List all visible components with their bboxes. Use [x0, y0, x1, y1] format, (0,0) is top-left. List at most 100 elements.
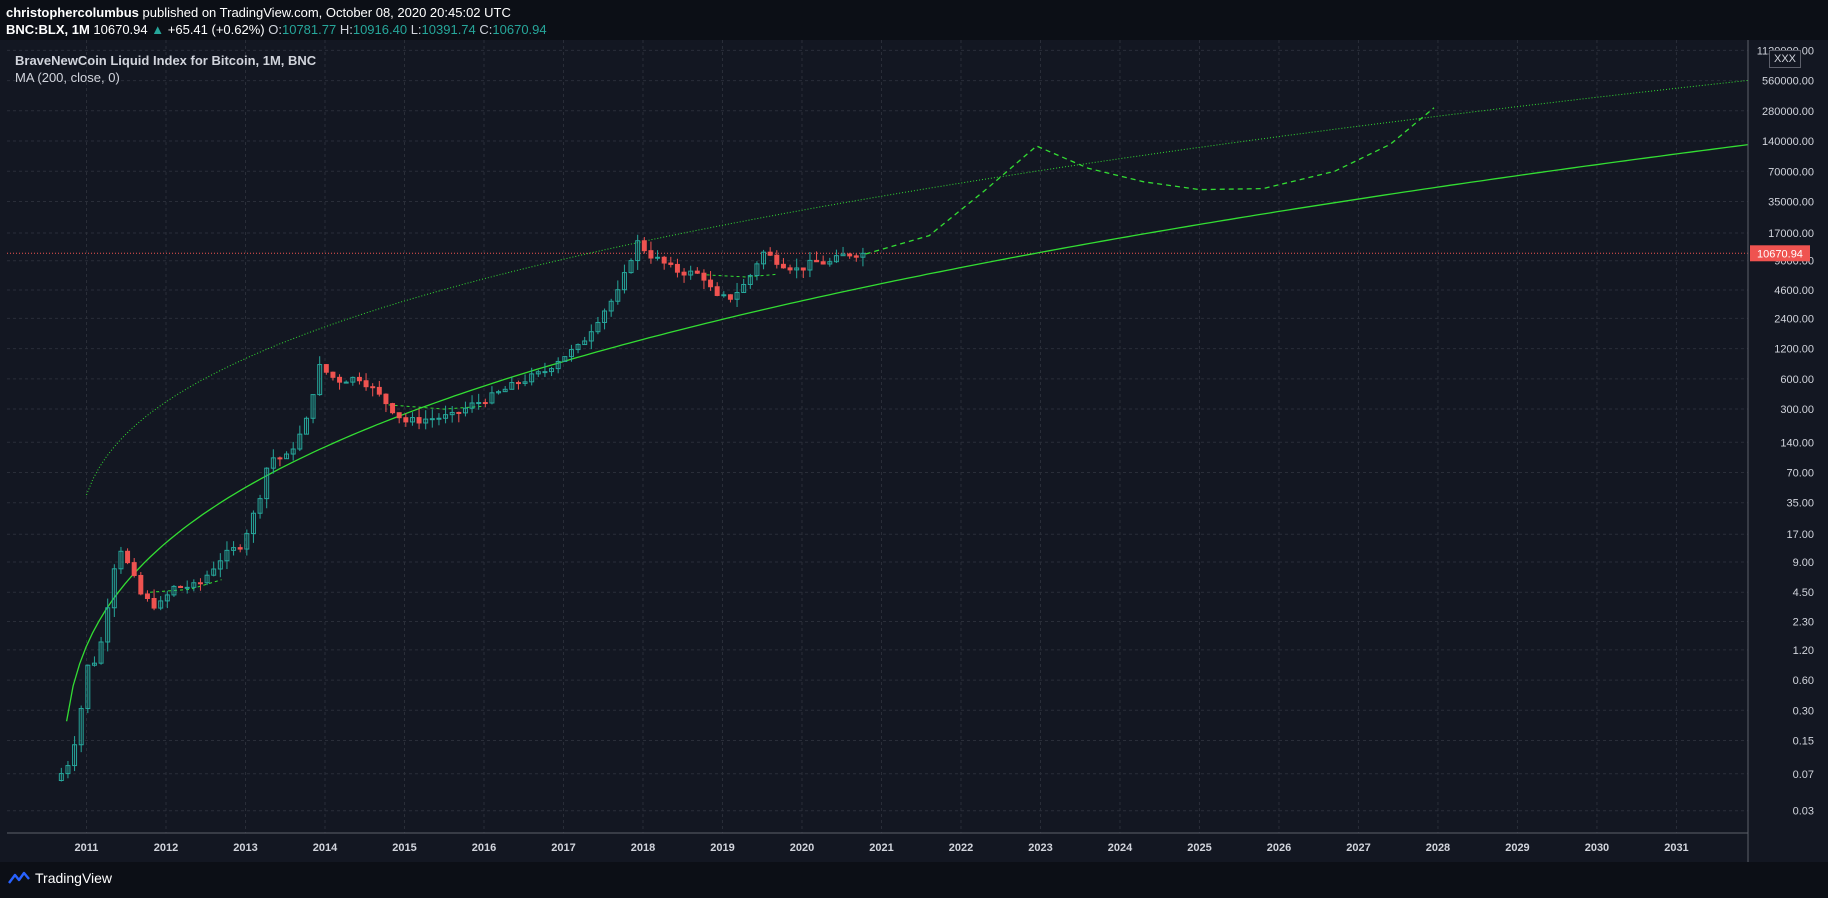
candle-body — [853, 255, 859, 258]
candle-body — [158, 600, 164, 609]
candle-body — [290, 448, 296, 455]
chart-canvas[interactable]: 0.03 0.07 0.15 0.30 0.60 1.20 2.30 4.50 9.00 17.0… — [0, 40, 1828, 862]
x-tick-label: 2015 — [392, 842, 416, 854]
y-tick-label: 35000.00 — [1768, 196, 1814, 208]
y-tick-label: 280000.00 — [1762, 106, 1814, 118]
candle-body — [436, 417, 442, 420]
high-label: H: — [339, 22, 353, 37]
y-tick-label: 140000.00 — [1762, 136, 1814, 148]
current-price-label: 10670.94 — [1757, 248, 1803, 260]
candle-body — [403, 417, 409, 423]
chart-legend[interactable]: BraveNewCoin Liquid Index for Bitcoin, 1… — [15, 52, 316, 86]
historical-cup — [150, 579, 222, 593]
candle-body — [780, 263, 786, 269]
candle-body — [641, 240, 647, 252]
candle-body — [515, 382, 521, 385]
candle-body — [602, 310, 608, 323]
author-name[interactable]: christophercolumbus — [6, 5, 139, 20]
y-tick-label: 0.03 — [1793, 806, 1814, 818]
candle-body — [721, 294, 727, 297]
scale-badge[interactable]: XXX — [1769, 50, 1801, 68]
candle-body — [469, 402, 475, 409]
candle-body — [522, 381, 528, 384]
candle-body — [833, 255, 839, 263]
y-tick-label: 2400.00 — [1774, 313, 1814, 325]
candle-body — [482, 402, 488, 405]
publish-info: christophercolumbus published on Trading… — [6, 5, 511, 20]
candle-body — [555, 360, 561, 370]
candle-body — [761, 251, 767, 265]
x-tick-label: 2012 — [154, 842, 178, 854]
y-tick-label: 300.00 — [1780, 404, 1814, 416]
symbol-label[interactable]: BNC:BLX, 1M — [6, 22, 90, 37]
grid — [7, 40, 1748, 833]
legend-indicator[interactable]: MA (200, close, 0) — [15, 70, 120, 85]
candle-body — [575, 344, 581, 351]
y-tick-label: 17000.00 — [1768, 228, 1814, 240]
x-tick-label: 2024 — [1108, 842, 1133, 854]
candle-body — [297, 433, 303, 450]
candle-body — [277, 457, 283, 460]
candle-body — [197, 582, 203, 585]
candle-body — [860, 252, 866, 258]
candle-body — [701, 272, 707, 281]
candle-body — [429, 418, 435, 421]
candle-body — [734, 291, 740, 300]
x-tick-label: 2025 — [1187, 842, 1211, 854]
candle-body — [323, 364, 329, 373]
candle-body — [350, 376, 356, 383]
candle-body — [807, 259, 813, 271]
x-tick-label: 2017 — [551, 842, 575, 854]
resistance-curve — [86, 79, 1749, 496]
candle-body — [151, 597, 157, 609]
candle-body — [138, 574, 144, 595]
candle-body — [363, 380, 369, 388]
candle-body — [635, 240, 641, 262]
candle-body — [615, 289, 621, 302]
candle-body — [125, 550, 131, 564]
ohlc-line: BNC:BLX, 1M 10670.94 ▲ +65.41 (+0.62%) O… — [6, 22, 547, 37]
historical-cup — [388, 404, 485, 410]
candle-body — [847, 253, 853, 257]
candle-body — [688, 270, 694, 276]
candle-body — [118, 550, 124, 570]
x-tick-label: 2018 — [631, 842, 655, 854]
y-tick-label: 70000.00 — [1768, 166, 1814, 178]
tradingview-brand[interactable]: TradingView — [8, 870, 112, 886]
candle-body — [741, 283, 747, 293]
candle-body — [827, 261, 833, 265]
candle-body — [502, 388, 508, 393]
candle-body — [840, 253, 846, 257]
candle-body — [787, 267, 793, 271]
candle-body — [65, 765, 71, 775]
candle-body — [383, 393, 389, 405]
candle-body — [529, 373, 535, 383]
candle-body — [674, 263, 680, 273]
x-tick-label: 2031 — [1664, 842, 1688, 854]
candle-body — [489, 392, 495, 404]
candle-body — [303, 417, 309, 435]
candle-body — [78, 708, 84, 746]
x-tick-label: 2013 — [233, 842, 257, 854]
candle-body — [535, 371, 541, 375]
x-tick-label: 2023 — [1028, 842, 1052, 854]
candle-body — [449, 411, 455, 416]
chart-footer: TradingView — [0, 862, 1828, 898]
candle-body — [462, 407, 468, 414]
candle-body — [330, 371, 336, 378]
y-tick-label: 9.00 — [1793, 557, 1814, 569]
candle-body — [264, 467, 270, 500]
candle-body — [608, 300, 614, 312]
x-tick-label: 2027 — [1346, 842, 1370, 854]
candle-body — [184, 586, 190, 589]
low-label: L: — [410, 22, 422, 37]
legend-title[interactable]: BraveNewCoin Liquid Index for Bitcoin, 1… — [15, 53, 317, 68]
y-tick-label: 140.00 — [1780, 437, 1814, 449]
candle-body — [549, 368, 555, 373]
axes[interactable]: 0.03 0.07 0.15 0.30 0.60 1.20 2.30 4.50 9.00 17.0… — [7, 40, 1814, 862]
x-tick-label: 2029 — [1505, 842, 1529, 854]
price-change: +65.41 (+0.62%) — [167, 22, 265, 37]
candle-body — [409, 417, 415, 423]
y-tick-label: 600.00 — [1780, 374, 1814, 386]
up-arrow-icon: ▲ — [151, 22, 165, 37]
